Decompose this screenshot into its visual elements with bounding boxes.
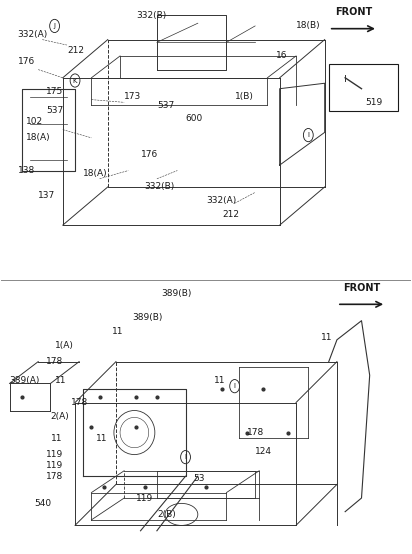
Text: 119: 119 bbox=[47, 461, 63, 470]
Text: 389(B): 389(B) bbox=[161, 289, 191, 298]
Text: 212: 212 bbox=[67, 46, 84, 55]
Text: 178: 178 bbox=[71, 398, 88, 407]
Text: 18(A): 18(A) bbox=[83, 169, 108, 178]
Text: 332(B): 332(B) bbox=[136, 11, 167, 19]
Text: K: K bbox=[73, 78, 77, 84]
Text: I: I bbox=[307, 132, 309, 138]
Text: 11: 11 bbox=[51, 434, 62, 443]
Text: 537: 537 bbox=[47, 106, 63, 115]
Text: 124: 124 bbox=[255, 447, 272, 456]
Text: FRONT: FRONT bbox=[335, 7, 372, 17]
Text: 176: 176 bbox=[18, 57, 35, 66]
Text: 138: 138 bbox=[18, 166, 35, 175]
Text: 176: 176 bbox=[140, 150, 158, 158]
Text: 178: 178 bbox=[47, 471, 63, 481]
Text: 332(B): 332(B) bbox=[145, 182, 175, 192]
Text: 178: 178 bbox=[247, 428, 264, 437]
Text: 389(B): 389(B) bbox=[132, 314, 163, 322]
Text: I: I bbox=[234, 383, 236, 389]
Text: 332(A): 332(A) bbox=[206, 196, 236, 205]
Text: 18(A): 18(A) bbox=[26, 134, 51, 142]
Text: FRONT: FRONT bbox=[343, 283, 380, 293]
Text: I: I bbox=[185, 454, 187, 460]
Text: 389(A): 389(A) bbox=[9, 376, 40, 385]
Text: 16: 16 bbox=[276, 52, 287, 60]
Bar bbox=[329, 64, 398, 111]
Text: 175: 175 bbox=[47, 87, 63, 96]
Text: 519: 519 bbox=[365, 98, 383, 107]
Text: 537: 537 bbox=[157, 101, 174, 110]
Text: 18(B): 18(B) bbox=[296, 22, 321, 30]
Text: 1(B): 1(B) bbox=[235, 93, 253, 101]
Text: 11: 11 bbox=[54, 376, 66, 385]
Text: 173: 173 bbox=[124, 93, 141, 101]
Text: J: J bbox=[54, 23, 56, 29]
Text: 11: 11 bbox=[112, 327, 123, 336]
Text: 102: 102 bbox=[26, 117, 43, 126]
Text: 212: 212 bbox=[222, 210, 239, 219]
Text: 11: 11 bbox=[96, 434, 107, 443]
Text: 53: 53 bbox=[194, 474, 205, 484]
Text: 2(B): 2(B) bbox=[157, 510, 176, 519]
Text: 137: 137 bbox=[38, 191, 56, 199]
Text: 11: 11 bbox=[321, 332, 332, 342]
Text: 2(A): 2(A) bbox=[51, 412, 69, 420]
Text: 119: 119 bbox=[136, 494, 154, 502]
Text: 332(A): 332(A) bbox=[18, 29, 48, 39]
Text: 600: 600 bbox=[185, 114, 203, 123]
Text: 1(A): 1(A) bbox=[54, 341, 73, 350]
Text: 119: 119 bbox=[47, 450, 63, 459]
Text: 178: 178 bbox=[47, 357, 63, 366]
Text: 11: 11 bbox=[214, 376, 226, 385]
Text: 540: 540 bbox=[34, 499, 51, 508]
